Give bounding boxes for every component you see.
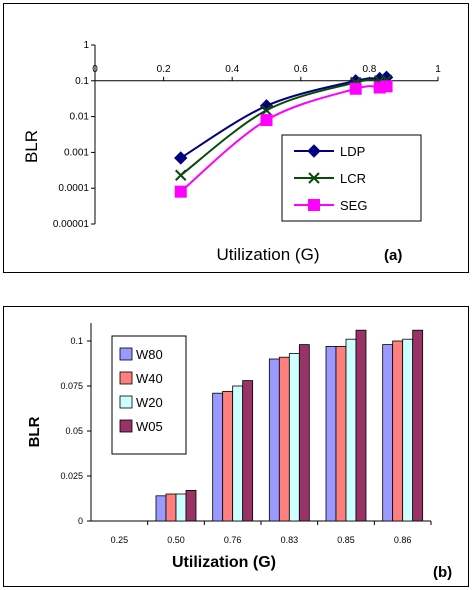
data-point-seg: [174, 185, 187, 198]
y-tick-label: 0.1: [75, 76, 89, 87]
legend-swatch-w40: [119, 371, 133, 385]
bar-w20: [232, 385, 244, 522]
bar-w20: [402, 338, 414, 522]
x-tick-label: 0.76: [224, 535, 242, 545]
bar-w05: [242, 380, 254, 522]
x-tick-label: 0.86: [394, 535, 412, 545]
bar-w80: [382, 344, 394, 522]
y-tick-label: 0.075: [60, 381, 83, 391]
line-chart-svg: 1 0.1 0.01 0.001 0.0001 0.00001 0 0.2 0.4 0.6 0.8 1…: [22, 40, 441, 264]
bar-w20: [288, 353, 300, 522]
legend-swatch-w20: [119, 395, 133, 409]
y-tick-label: 0.001: [64, 147, 89, 158]
chart-panel-b: 0 0.025 0.05 0.075 0.1 0.25 0.50 0.76 0.83 0.85 0.…: [3, 306, 469, 587]
y-tick-label: 0.01: [70, 112, 90, 123]
bar-w40: [392, 340, 404, 522]
y-tick-label: 1: [83, 40, 89, 51]
y-tick-label: 0.00001: [53, 219, 90, 230]
panel-label: (b): [433, 564, 452, 581]
x-marker-stroke: [308, 172, 320, 184]
x-tick-label: 0.6: [294, 64, 308, 75]
legend-label: W20: [136, 395, 163, 410]
bar-chart-svg: 0 0.025 0.05 0.075 0.1 0.25 0.50 0.76 0.83 0.85 0.…: [26, 323, 452, 581]
legend-marker-lcr: [308, 172, 320, 184]
data-point-seg: [260, 114, 273, 127]
bar-w05: [185, 489, 197, 522]
x-axis-title: Utilization (G): [172, 554, 276, 571]
y-tick-label: 0: [78, 516, 83, 526]
legend-label: W80: [136, 347, 163, 362]
legend-label: LDP: [340, 144, 365, 159]
bar-w80: [212, 392, 224, 522]
bar-w40: [165, 493, 177, 522]
data-point-ldp: [174, 151, 188, 165]
y-tick-label: 0.1: [70, 336, 83, 346]
x-marker-stroke: [175, 169, 187, 181]
bar-w80: [325, 346, 337, 522]
legend-label: LCR: [340, 171, 366, 186]
y-tick-label: 0.05: [65, 426, 83, 436]
bar-w05: [412, 329, 424, 522]
x-axis-title: Utilization (G): [217, 245, 320, 264]
data-point-seg: [349, 82, 362, 95]
bar-w05: [355, 329, 367, 522]
x-tick-label: 0.50: [167, 535, 185, 545]
legend-label: W40: [136, 371, 163, 386]
data-point-lcr: [260, 104, 273, 117]
x-marker-stroke: [260, 104, 273, 117]
x-tick-label: 0.85: [337, 535, 355, 545]
legend-label: SEG: [340, 198, 367, 213]
bar-w40: [278, 356, 290, 522]
y-axis-title: BLR: [26, 416, 43, 447]
x-tick-label: 0.83: [281, 535, 299, 545]
x-tick-label: 1: [435, 64, 441, 75]
y-tick-label: 0.025: [60, 471, 83, 481]
data-point-seg: [380, 80, 393, 93]
legend-swatch-w80: [119, 347, 133, 361]
bar-w20: [175, 493, 187, 522]
bar-w40: [335, 346, 347, 522]
x-tick-label: 0.4: [225, 64, 239, 75]
legend-marker-seg: [308, 199, 320, 211]
bar-w80: [268, 358, 280, 522]
y-tick-label: 0.0001: [58, 183, 89, 194]
y-axis-title: BLR: [22, 130, 41, 163]
bar-w80: [155, 495, 167, 522]
data-point-lcr: [175, 169, 187, 181]
x-tick-label: 0.2: [157, 64, 171, 75]
x-tick-label: 0.25: [111, 535, 129, 545]
bar-w05: [298, 344, 310, 522]
x-tick-label: 0.8: [362, 64, 376, 75]
legend-label: W05: [136, 419, 163, 434]
bar-w40: [222, 391, 234, 522]
bar-w20: [345, 338, 357, 522]
panel-label: (a): [384, 247, 402, 264]
chart-panel-a: 1 0.1 0.01 0.001 0.0001 0.00001 0 0.2 0.4 0.6 0.8 1…: [3, 3, 469, 273]
legend-marker-ldp: [307, 144, 321, 158]
x-tick-label: 0: [92, 64, 98, 75]
legend-swatch-w05: [119, 419, 133, 433]
